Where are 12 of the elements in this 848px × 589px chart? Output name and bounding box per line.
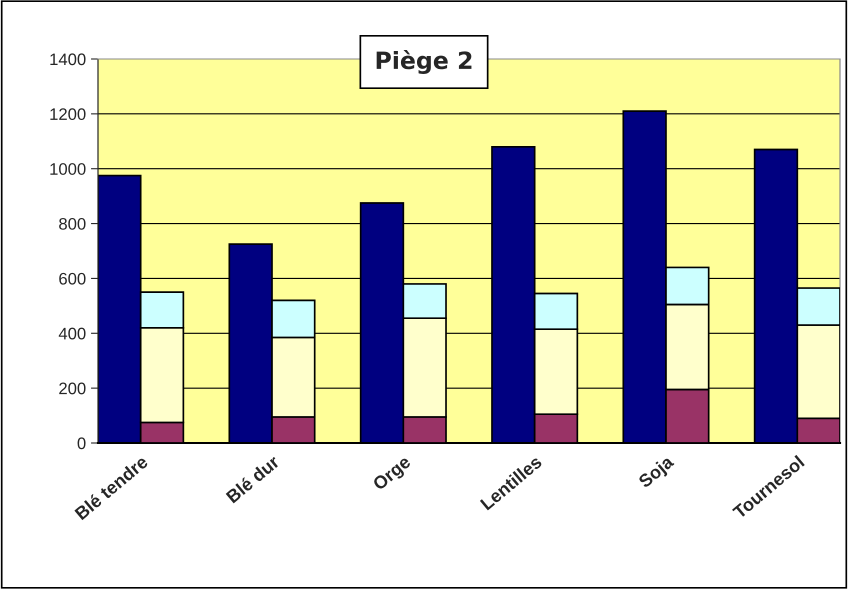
y-tick-label: 400	[58, 328, 86, 340]
y-tick-label: 1000	[50, 163, 86, 175]
y-tick-label: 200	[59, 382, 86, 394]
x-tick-label: Soja	[637, 454, 677, 492]
x-tick-label: Orge	[372, 454, 414, 494]
y-tick-label: 1200	[50, 108, 86, 120]
y-tick-label: 1400	[50, 53, 86, 66]
y-tick-label: 0	[78, 437, 86, 450]
chart-title: Piège 2	[376, 50, 472, 74]
y-tick-label: 600	[59, 272, 86, 285]
x-tick-label: Blé dur	[225, 454, 280, 504]
y-tick-label: 800	[59, 218, 86, 230]
